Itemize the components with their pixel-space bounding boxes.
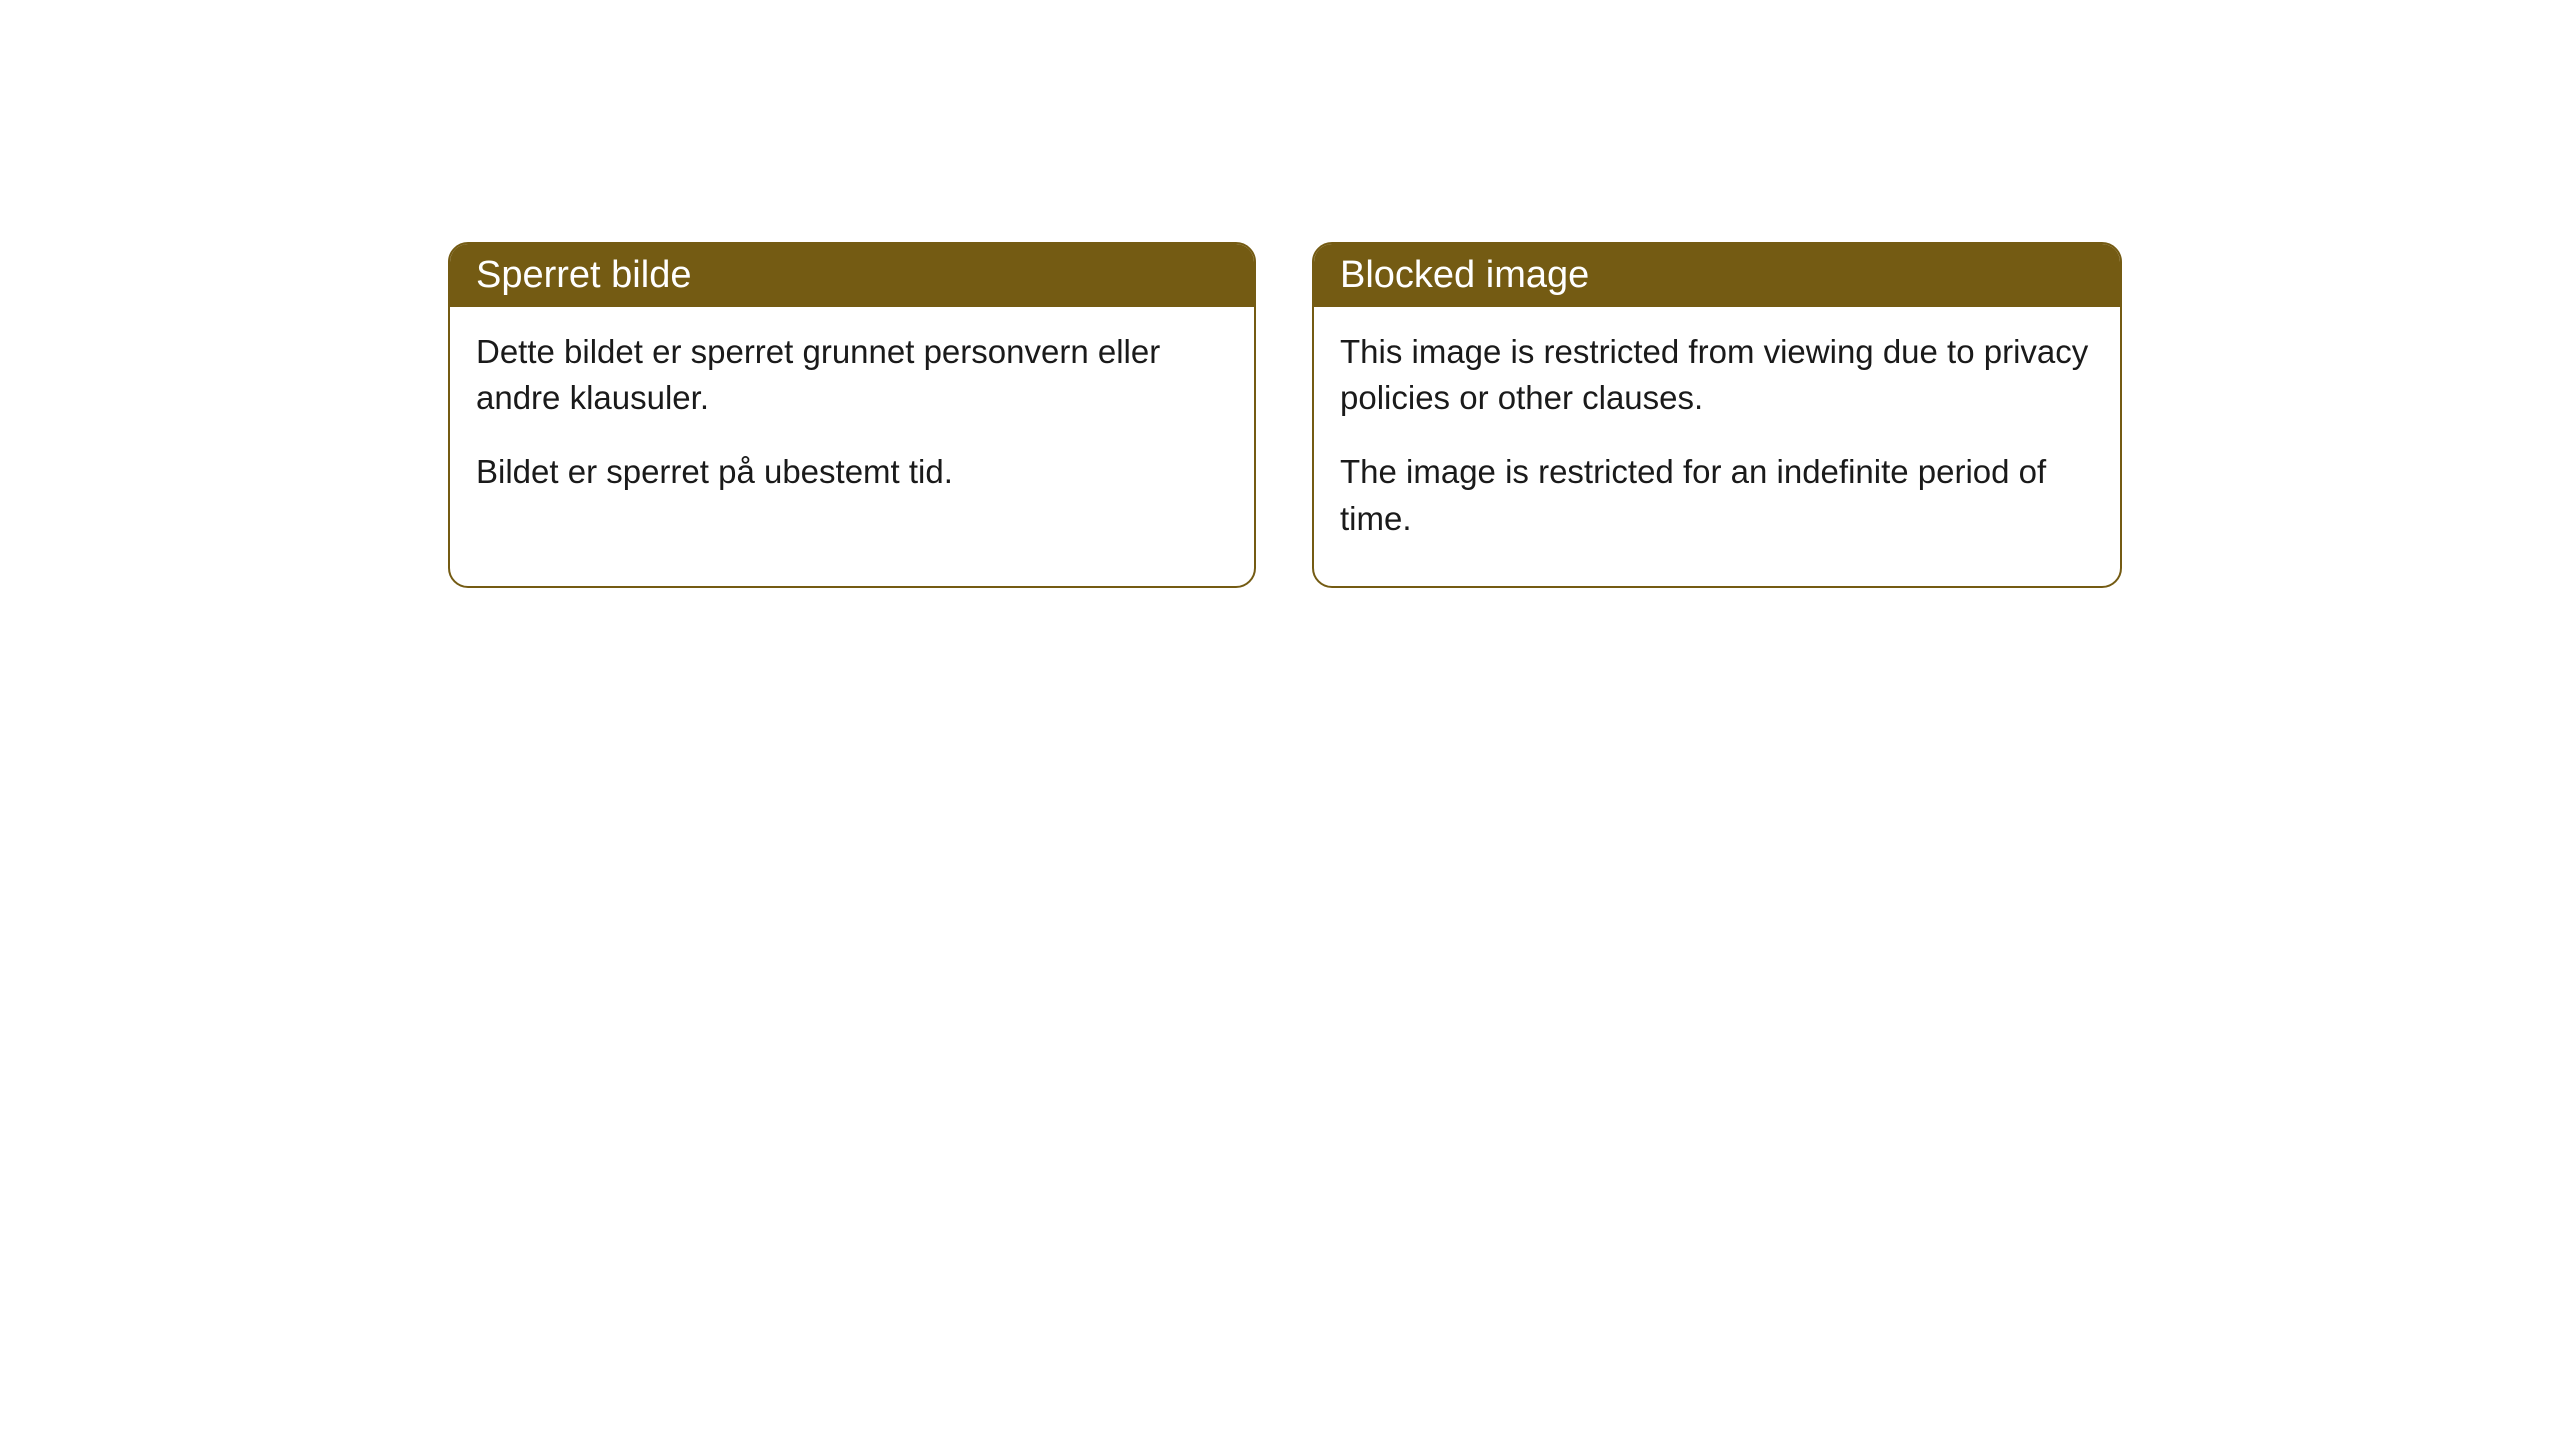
blocked-image-card-english: Blocked image This image is restricted f… — [1312, 242, 2122, 588]
card-header-english: Blocked image — [1314, 244, 2120, 307]
card-paragraph-2: The image is restricted for an indefinit… — [1340, 449, 2094, 541]
card-body-english: This image is restricted from viewing du… — [1314, 307, 2120, 586]
card-paragraph-2: Bildet er sperret på ubestemt tid. — [476, 449, 1228, 495]
card-paragraph-1: This image is restricted from viewing du… — [1340, 329, 2094, 421]
card-body-norwegian: Dette bildet er sperret grunnet personve… — [450, 307, 1254, 540]
card-header-norwegian: Sperret bilde — [450, 244, 1254, 307]
card-title: Blocked image — [1340, 254, 1589, 296]
blocked-image-card-norwegian: Sperret bilde Dette bildet er sperret gr… — [448, 242, 1256, 588]
card-paragraph-1: Dette bildet er sperret grunnet personve… — [476, 329, 1228, 421]
card-title: Sperret bilde — [476, 254, 691, 296]
notice-cards-container: Sperret bilde Dette bildet er sperret gr… — [448, 242, 2122, 588]
